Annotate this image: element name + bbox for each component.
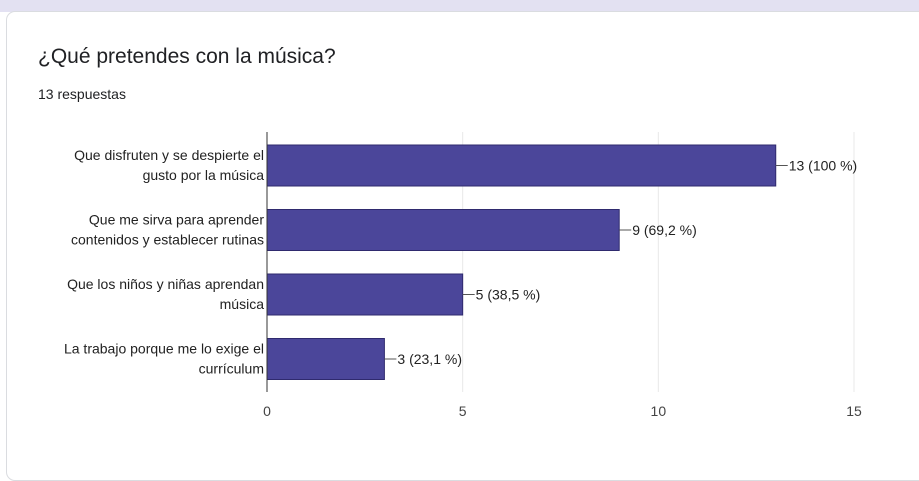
category-label: Que los niños y niñas aprendan <box>67 276 264 292</box>
data-label: 13 (100 %) <box>789 158 857 174</box>
bar <box>266 338 385 380</box>
bar <box>266 273 464 316</box>
x-tick-label: 5 <box>459 403 467 419</box>
data-label: 3 (23,1 %) <box>397 351 462 367</box>
bar <box>266 209 620 251</box>
category-label: currículum <box>199 361 264 377</box>
data-label: 9 (69,2 %) <box>632 222 697 238</box>
category-label: música <box>220 296 265 312</box>
category-label: Que me sirva para aprender <box>89 212 264 228</box>
x-tick-label: 10 <box>651 403 667 419</box>
bar-chart: 0 5 10 15 13 (100 %) Que disfruten y se despi… <box>64 132 862 419</box>
x-tick-label: 0 <box>263 403 271 419</box>
data-label: 5 (38,5 %) <box>476 287 541 303</box>
category-label: Que disfruten y se despierte el <box>74 147 264 163</box>
category-label: La trabajo porque me lo exige el <box>64 341 264 357</box>
response-count: 13 respuestas <box>38 86 126 102</box>
header-strip <box>0 0 919 12</box>
category-label: contenidos y establecer rutinas <box>71 232 264 248</box>
x-tick-label: 15 <box>846 403 862 419</box>
bar <box>266 144 777 187</box>
category-label: gusto por la música <box>143 167 265 183</box>
question-title: ¿Qué pretendes con la música? <box>38 45 336 68</box>
